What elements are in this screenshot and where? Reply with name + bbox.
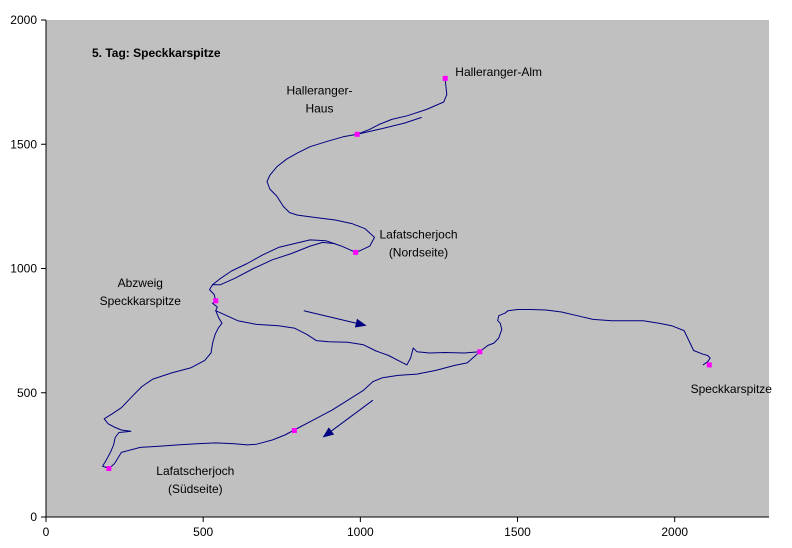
x-tick-label: 1000 xyxy=(347,525,374,539)
annotation-line: (Südseite) xyxy=(168,482,223,496)
direction-arrow-southwest-shaft xyxy=(331,399,374,432)
waypoint-marker xyxy=(442,75,448,81)
annotation-line: (Nordseite) xyxy=(389,246,448,260)
series-line xyxy=(102,79,711,469)
annotation-label: Abzweig Speckkarspitze xyxy=(100,276,182,308)
annotation-label: Lafatscherjoch (Südseite) xyxy=(156,464,234,496)
direction-arrow-east-head xyxy=(354,318,367,328)
x-tick-label: 0 xyxy=(43,525,50,539)
waypoint-labels: Halleranger-Alm Halleranger- Haus Lafatsche… xyxy=(100,65,773,496)
annotation-label: Halleranger-Alm xyxy=(455,65,542,79)
y-axis-ticks: 0 500 1000 1500 2000 xyxy=(10,13,46,524)
route-tracks xyxy=(102,79,711,469)
plot-area xyxy=(46,20,769,517)
x-axis-ticks: 0 500 1000 1500 2000 xyxy=(43,517,688,539)
x-tick-label: 1500 xyxy=(504,525,531,539)
annotation-line: Haus xyxy=(305,102,333,116)
waypoint-marker xyxy=(477,349,483,355)
y-tick-label: 1500 xyxy=(10,137,37,151)
annotation-line: Lafatscherjoch xyxy=(379,228,457,242)
chart-title: 5. Tag: Speckkarspitze xyxy=(92,46,221,60)
waypoint-marker xyxy=(106,466,112,472)
y-tick-label: 1000 xyxy=(10,262,37,276)
series-line xyxy=(215,310,480,366)
direction-arrow-east-shaft xyxy=(303,310,357,324)
waypoint-marker xyxy=(291,428,297,434)
annotation-line: Halleranger- xyxy=(286,84,352,98)
x-tick-label: 500 xyxy=(193,525,213,539)
direction-arrow-southwest-head xyxy=(322,427,335,438)
series-line xyxy=(357,116,422,135)
y-tick-label: 0 xyxy=(30,510,37,524)
annotation-line: Lafatscherjoch xyxy=(156,464,234,478)
waypoint-marker xyxy=(213,298,219,304)
annotation-label: Lafatscherjoch (Nordseite) xyxy=(379,228,457,260)
annotation-label: Speckkarspitze xyxy=(691,382,773,396)
waypoint-marker xyxy=(706,362,712,368)
x-tick-label: 2000 xyxy=(661,525,688,539)
waypoint-markers xyxy=(106,75,712,472)
waypoint-marker xyxy=(353,249,359,255)
annotation-line: Speckkarspitze xyxy=(100,294,182,308)
annotation-line: Abzweig xyxy=(118,276,163,290)
annotation-line: Halleranger-Alm xyxy=(455,65,542,79)
waypoint-marker xyxy=(354,131,360,137)
y-tick-label: 500 xyxy=(17,386,37,400)
annotation-label: Halleranger- Haus xyxy=(286,84,352,116)
direction-arrows xyxy=(303,310,374,438)
series-line xyxy=(212,241,336,286)
annotation-line: Speckkarspitze xyxy=(691,382,773,396)
y-tick-label: 2000 xyxy=(10,13,37,27)
